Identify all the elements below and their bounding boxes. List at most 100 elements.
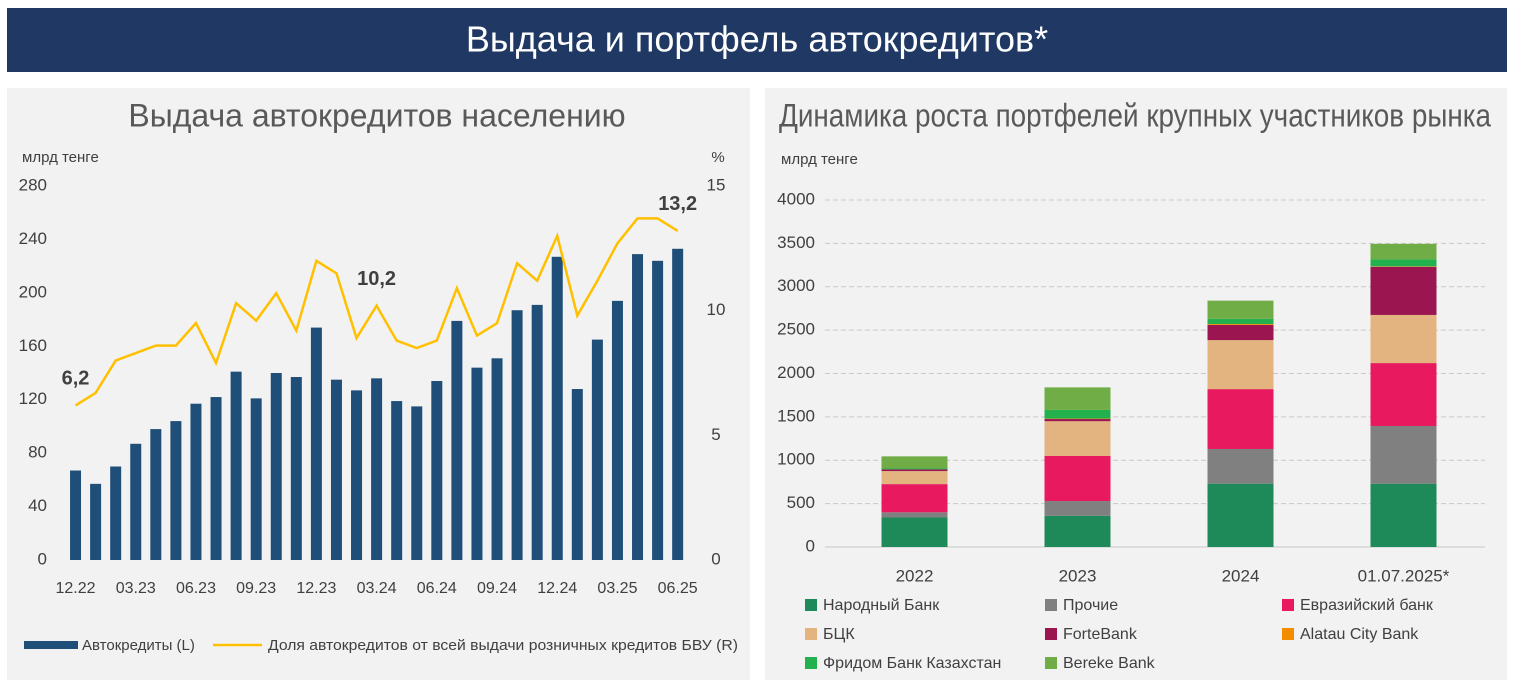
- y2-tick-label: 10: [707, 300, 726, 319]
- bar: [210, 397, 222, 560]
- data-label: 13,2: [658, 193, 697, 215]
- bar: [571, 389, 583, 560]
- bar: [611, 300, 623, 560]
- bar: [270, 373, 282, 560]
- bar: [672, 248, 684, 560]
- bar: [551, 256, 563, 560]
- y-tick-label: 280: [19, 175, 47, 194]
- bar: [70, 470, 82, 560]
- bar: [170, 421, 182, 560]
- x-tick-label: 03.23: [116, 580, 156, 597]
- x-tick-label: 03.24: [357, 580, 397, 597]
- legend-label: Alatau City Bank: [1300, 626, 1419, 643]
- bar-segment: [1370, 243, 1437, 260]
- bar-segment: [1370, 259, 1437, 267]
- bar: [290, 377, 302, 560]
- bar-segment: [881, 468, 948, 470]
- bar-segment: [1207, 340, 1274, 390]
- legend-swatch: [1045, 657, 1057, 669]
- bar-segment: [1370, 363, 1437, 426]
- bar: [371, 378, 383, 560]
- y-tick-label: 240: [19, 229, 47, 248]
- y2-tick-label: 0: [711, 549, 720, 568]
- legend-swatch: [1045, 599, 1057, 611]
- bar-segment: [881, 471, 948, 485]
- y2-tick-label: 15: [707, 175, 726, 194]
- bar-segment: [881, 469, 948, 472]
- bar-segment: [1044, 387, 1111, 410]
- bar-segment: [881, 517, 948, 547]
- y-tick-label: 160: [19, 336, 47, 355]
- bar: [110, 466, 122, 560]
- y2-axis-unit: %: [711, 149, 724, 166]
- x-tick-label: 12.22: [56, 580, 96, 597]
- legend-label: Доля автокредитов от всей выдачи розничн…: [268, 637, 738, 654]
- bar: [150, 429, 162, 560]
- x-tick-label: 09.23: [236, 580, 276, 597]
- bar-segment: [881, 456, 948, 469]
- bar-segment: [1207, 324, 1274, 341]
- bar: [491, 358, 503, 560]
- legend-swatch: [24, 641, 78, 649]
- bar-segment: [881, 484, 948, 513]
- bar: [531, 304, 543, 560]
- y-tick-label: 3000: [777, 276, 815, 295]
- legend-label: Автокредиты (L): [82, 637, 195, 654]
- legend-swatch: [1282, 628, 1294, 640]
- legend-swatch: [805, 657, 817, 669]
- bar-segment: [1207, 324, 1274, 325]
- bar-segment: [1044, 515, 1111, 547]
- bar: [330, 379, 342, 560]
- bar-segment: [1207, 448, 1274, 484]
- bar-segment: [1207, 318, 1274, 325]
- x-tick-label: 06.24: [417, 580, 457, 597]
- y-tick-label: 0: [38, 549, 47, 568]
- bar: [391, 401, 403, 560]
- y-tick-label: 500: [787, 493, 815, 512]
- line: [74, 217, 679, 407]
- y-tick-label: 120: [19, 389, 47, 408]
- bar: [351, 390, 363, 560]
- bar: [230, 371, 242, 560]
- data-label: 10,2: [357, 268, 396, 290]
- bar-segment: [1044, 455, 1111, 502]
- y-tick-label: 200: [19, 282, 47, 301]
- y-tick-label: 1500: [777, 406, 815, 425]
- y-tick-label: 40: [28, 496, 47, 515]
- legend-swatch: [1282, 599, 1294, 611]
- bar-segment: [1370, 314, 1437, 364]
- y-tick-label: 0: [806, 536, 815, 555]
- y-tick-label: 80: [28, 443, 47, 462]
- chart-title: Выдача автокредитов населению: [128, 97, 625, 133]
- legend-label: Фридом Банк Казахстан: [823, 655, 1001, 672]
- bar: [250, 398, 262, 560]
- x-tick-label: 12.24: [537, 580, 577, 597]
- y-axis-unit: млрд тенге: [22, 149, 99, 166]
- x-tick-label: 03.25: [597, 580, 637, 597]
- bar-segment: [1044, 421, 1111, 456]
- x-tick-label: 06.23: [176, 580, 216, 597]
- bar: [471, 367, 483, 560]
- bar: [632, 254, 644, 560]
- y-tick-label: 2500: [777, 320, 815, 339]
- bar-segment: [881, 512, 948, 518]
- data-label: 6,2: [62, 368, 90, 390]
- legend-label: Евразийский банк: [1300, 597, 1434, 614]
- y-tick-label: 1000: [777, 450, 815, 469]
- bar: [431, 381, 443, 560]
- x-tick-label: 2024: [1222, 566, 1260, 585]
- y-tick-label: 4000: [777, 189, 815, 208]
- chart-title: Динамика роста портфелей крупных участни…: [779, 97, 1491, 133]
- bar: [511, 310, 523, 560]
- legend-swatch: [805, 599, 817, 611]
- x-tick-label: 2022: [896, 566, 934, 585]
- bar-segment: [1207, 389, 1274, 449]
- bar: [130, 443, 142, 560]
- legend-swatch: [805, 628, 817, 640]
- x-tick-label: 2023: [1059, 566, 1097, 585]
- legend-label: БЦК: [823, 626, 855, 643]
- page-title: Выдача и портфель автокредитов*: [466, 19, 1048, 60]
- bar-segment: [1044, 409, 1111, 419]
- bar-segment: [1044, 501, 1111, 516]
- x-tick-label: 12.23: [296, 580, 336, 597]
